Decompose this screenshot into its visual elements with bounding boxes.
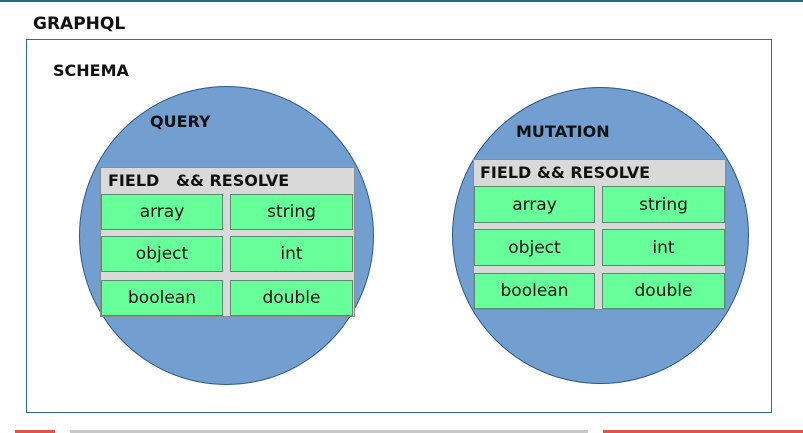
query-cell-double: double bbox=[230, 280, 353, 316]
mutation-cell-array: array bbox=[474, 186, 595, 223]
mutation-cell-int: int bbox=[602, 229, 725, 266]
mutation-table-header: FIELD && RESOLVE bbox=[480, 163, 651, 182]
bottom-strip-right bbox=[603, 430, 803, 433]
top-border-line bbox=[0, 0, 803, 2]
query-cell-boolean: boolean bbox=[101, 280, 223, 316]
query-title: QUERY bbox=[150, 112, 211, 131]
bottom-strip-middle bbox=[70, 430, 588, 433]
mutation-cell-string: string bbox=[602, 186, 725, 223]
mutation-cell-double: double bbox=[602, 273, 725, 309]
page-title: GRAPHQL bbox=[33, 14, 126, 34]
mutation-title: MUTATION bbox=[516, 122, 610, 141]
schema-label: SCHEMA bbox=[53, 61, 129, 80]
bottom-strip-left bbox=[15, 430, 55, 433]
mutation-cell-object: object bbox=[474, 229, 595, 266]
query-cell-int: int bbox=[230, 236, 353, 272]
query-cell-array: array bbox=[101, 194, 223, 230]
query-cell-object: object bbox=[101, 236, 223, 272]
query-cell-string: string bbox=[230, 194, 353, 230]
mutation-cell-boolean: boolean bbox=[474, 273, 595, 309]
query-table-header: FIELD && RESOLVE bbox=[108, 171, 290, 190]
